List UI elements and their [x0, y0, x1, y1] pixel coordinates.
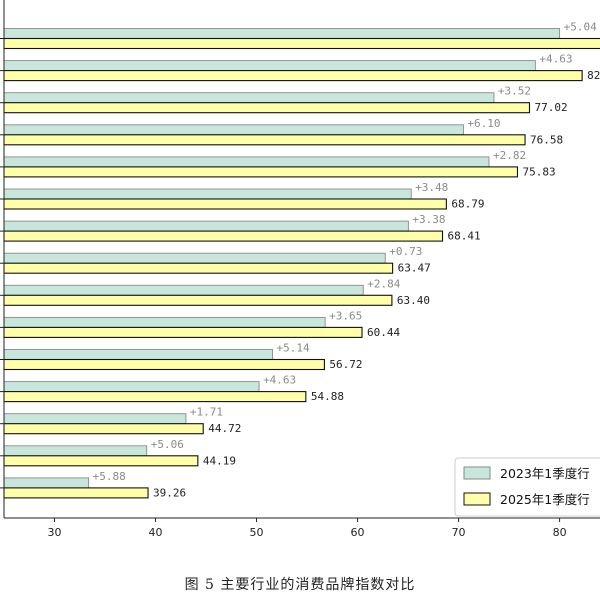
figure-caption: 图 5 主要行业的消费品牌指数对比	[184, 577, 416, 593]
change-label-0: +5.04	[564, 21, 597, 34]
bar-2023-7	[3, 252, 386, 264]
bar-2025-2	[3, 102, 531, 114]
change-label-5: +3.48	[415, 181, 448, 194]
legend-swatch-0	[463, 466, 491, 480]
bar-2023-3	[3, 124, 464, 136]
change-label-1: +4.63	[539, 53, 572, 66]
value-label-11: 54.88	[311, 390, 344, 403]
bar-2025-5	[3, 198, 447, 210]
bar-2025-6	[3, 230, 444, 242]
bar-2023-13	[3, 445, 148, 457]
change-label-9: +3.65	[329, 309, 362, 322]
value-label-3: 76.58	[530, 133, 563, 146]
bar-2025-1	[3, 70, 583, 82]
bar-2025-9	[3, 326, 363, 338]
bar-2023-2	[3, 92, 495, 104]
bar-2023-4	[3, 156, 490, 168]
change-label-10: +5.14	[277, 342, 310, 355]
bar-2023-10	[3, 349, 273, 360]
bar-2023-5	[3, 188, 412, 200]
legend-label-1: 2025年1季度行	[500, 492, 590, 507]
x-tick-label-1: 40	[149, 526, 163, 539]
bar-2023-9	[3, 316, 326, 328]
value-label-14: 39.26	[153, 486, 186, 499]
change-label-12: +1.71	[190, 406, 223, 419]
x-tick-label-2: 50	[250, 526, 264, 539]
change-label-11: +4.63	[263, 374, 296, 387]
bar-2025-13	[3, 455, 199, 467]
bar-2025-8	[3, 294, 393, 306]
bar-2025-0	[3, 37, 600, 50]
value-label-8: 63.40	[397, 294, 430, 307]
legend-swatch-1	[463, 492, 491, 506]
bar-2025-10	[3, 358, 325, 371]
legend-label-0: 2023年1季度行	[500, 466, 590, 481]
value-label-6: 68.41	[448, 230, 481, 243]
bars-layer	[3, 28, 600, 499]
value-label-7: 63.47	[398, 262, 431, 275]
value-label-13: 44.19	[203, 454, 236, 467]
legend-box	[454, 457, 600, 517]
bar-2023-11	[3, 381, 260, 393]
value-label-1: 82	[587, 69, 600, 82]
x-tick-label-4: 70	[452, 526, 466, 539]
bar-2025-11	[3, 391, 307, 403]
change-label-3: +6.10	[467, 117, 500, 130]
bar-2023-12	[3, 413, 187, 425]
x-tick-label-3: 60	[351, 526, 365, 539]
x-tick-label-0: 30	[48, 526, 62, 539]
value-label-12: 44.72	[208, 422, 241, 435]
bar-2025-7	[3, 262, 394, 274]
bar-2023-6	[3, 220, 409, 232]
bar-2025-3	[3, 134, 526, 146]
axes-layer: 30 40 50 60 70 80	[0, 0, 600, 539]
value-label-4: 75.83	[522, 165, 555, 178]
bar-2025-14	[3, 487, 149, 499]
bar-2023-0	[3, 28, 561, 39]
bar-2023-8	[3, 284, 364, 296]
x-tick-label-5: 80	[553, 526, 567, 539]
bar-2025-12	[3, 423, 204, 435]
change-label-2: +3.52	[498, 85, 531, 98]
value-label-5: 68.79	[451, 198, 484, 211]
change-label-7: +0.73	[389, 245, 422, 258]
bar-2023-14	[3, 477, 90, 489]
bar-2023-1	[3, 60, 536, 72]
change-label-8: +2.84	[367, 277, 400, 290]
value-label-9: 60.44	[367, 326, 400, 339]
value-label-2: 77.02	[534, 101, 567, 114]
change-label-14: +5.88	[93, 470, 126, 483]
bar-2025-4	[3, 166, 519, 178]
change-label-13: +5.06	[151, 438, 184, 451]
change-label-6: +3.38	[412, 213, 445, 226]
legend: 2023年1季度行 2025年1季度行	[454, 457, 600, 517]
value-label-10: 56.72	[329, 358, 362, 371]
change-label-4: +2.82	[493, 149, 526, 162]
